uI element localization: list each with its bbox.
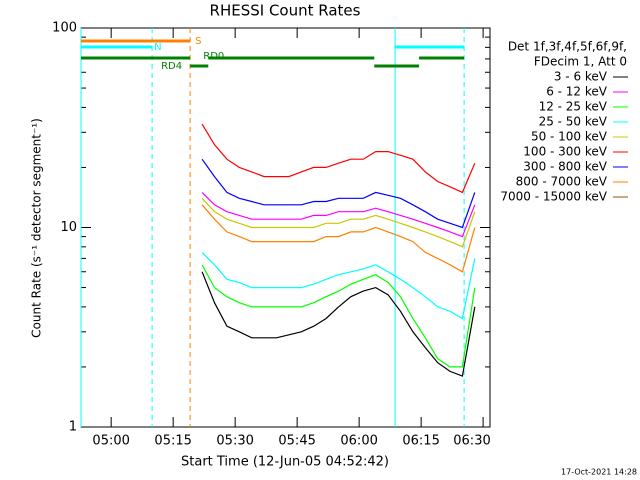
legend-label: 7000 - 15000 keV <box>500 190 607 204</box>
x-tick-label: 05:15 <box>154 434 191 449</box>
x-axis-label: Start Time (12-Jun-05 04:52:42) <box>181 455 389 470</box>
series-line <box>201 158 476 229</box>
x-tick-label: 05:00 <box>92 434 129 449</box>
legend-header: Det 1f,3f,4f,5f,6f,9f, <box>508 40 627 54</box>
y-axis-label: Count Rate (s⁻¹ detector segment⁻¹) <box>30 118 44 338</box>
series-line <box>201 204 476 273</box>
footer: 17-Oct-2021 14:28 <box>561 468 637 477</box>
series-line <box>201 271 476 377</box>
state-label: RD4 <box>161 61 182 72</box>
legend-label: 12 - 25 keV <box>539 100 608 114</box>
x-tick-label: 05:30 <box>216 434 253 449</box>
series-line <box>201 197 476 248</box>
y-tick-label: 10 <box>60 220 77 235</box>
legend-label: 300 - 800 keV <box>523 160 607 174</box>
x-tick-label: 05:45 <box>278 434 315 449</box>
y-tick-label: 1 <box>69 420 77 435</box>
y-tick-label: 100 <box>52 21 77 36</box>
legend-header: FDecim 1, Att 0 <box>534 55 627 69</box>
legend-label: 50 - 100 keV <box>531 130 608 144</box>
state-label: RD0 <box>203 51 224 62</box>
series-line <box>201 251 476 320</box>
legend-label: 800 - 7000 keV <box>516 175 608 189</box>
chart-title: RHESSI Count Rates <box>210 2 361 20</box>
state-label: N <box>154 42 161 53</box>
x-tick-label: 06:00 <box>340 434 377 449</box>
legend-label: 25 - 50 keV <box>539 115 608 129</box>
series-line <box>201 264 476 368</box>
x-tick-label: 06:30 <box>453 434 490 449</box>
legend-label: 3 - 6 keV <box>554 70 608 84</box>
series-line <box>201 191 476 238</box>
series-line <box>201 123 476 194</box>
legend-label: 100 - 300 keV <box>523 145 607 159</box>
legend-label: 6 - 12 keV <box>546 85 608 99</box>
state-label: S <box>195 36 201 47</box>
x-tick-label: 06:15 <box>402 434 439 449</box>
